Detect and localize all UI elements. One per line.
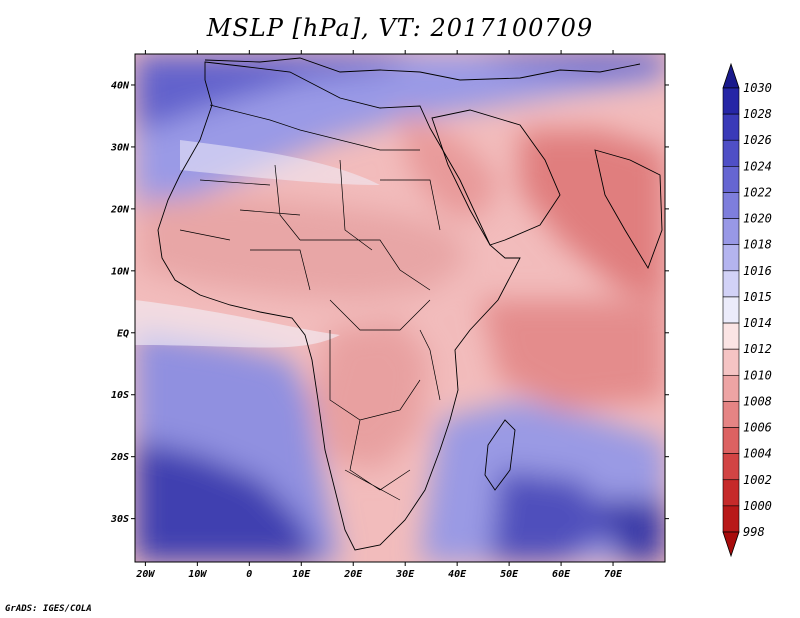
madagascar-coastline (484, 419, 516, 491)
arabia-coastline (431, 109, 561, 246)
lon-tick-label: 40E (448, 569, 467, 580)
colorbar-segment (722, 270, 740, 298)
lat-tick-label: 20S (110, 452, 129, 463)
colorbar-level-label: 1016 (743, 264, 772, 278)
lat-tick-label: 40N (111, 80, 130, 91)
africa-coastline (157, 61, 521, 551)
coastlines (157, 57, 663, 551)
colorbar-segment (722, 427, 740, 454)
northeast-high (470, 54, 665, 75)
colorbar-level-label: 1002 (743, 473, 772, 487)
lat-tick-label: 20N (110, 204, 130, 215)
colorbar-segment (722, 296, 740, 324)
southeast-high-core (600, 500, 665, 562)
colorbar-level-label: 1000 (743, 499, 772, 513)
colorbar-level-label: 1012 (743, 342, 772, 356)
lon-tick-label: 70E (604, 569, 623, 580)
colorbar-segment (722, 87, 740, 115)
lon-tick-label: 0 (246, 569, 252, 580)
colorbar-segment (722, 113, 740, 141)
colorbar-segment (722, 166, 740, 193)
indian-ocean-low (480, 300, 665, 410)
sahel-low (140, 195, 470, 300)
colorbar-level-label: 1026 (743, 133, 772, 147)
colorbar-segment (722, 218, 740, 246)
colorbar-level-label: 1008 (743, 394, 772, 408)
lat-tick-label: 30S (110, 514, 129, 525)
lat-tick-label: 10N (111, 266, 130, 277)
lon-tick-label: 20W (135, 569, 155, 580)
colorbar-level-label: 998 (743, 525, 765, 539)
colorbar-level-label: 1024 (743, 159, 772, 173)
colorbar-level-label: 1028 (743, 107, 772, 121)
colorbar-min-arrow (722, 531, 740, 558)
south-atlantic-high-core (135, 440, 320, 562)
lon-tick-label: 60E (552, 569, 571, 580)
europe-coastline (204, 57, 641, 81)
arabia-low (400, 110, 500, 220)
plot-frame (134, 53, 666, 563)
colorbar-segment (722, 479, 740, 507)
lon-tick-label: 10W (188, 569, 207, 580)
colorbar-segment (722, 453, 740, 481)
colorbar-segment (722, 505, 740, 533)
colorbar-level-label: 1030 (743, 81, 772, 95)
colorbar-segment (722, 244, 740, 272)
south-indian-high-core (490, 470, 620, 562)
colorbar-max-arrow (722, 62, 740, 89)
india-coastline (594, 149, 663, 270)
colorbar-segment (722, 322, 740, 350)
lat-tick-label: 30N (110, 142, 130, 153)
colorbar-segment (722, 374, 740, 402)
credit-text: GrADS: IGES/COLA (5, 604, 92, 614)
colorbar-level-label: 1020 (743, 212, 772, 226)
colorbar-segment (722, 401, 740, 428)
colorbar-level-label: 1006 (743, 421, 772, 435)
central-africa-low (310, 320, 430, 470)
colorbar-level-label: 1010 (743, 368, 772, 382)
pressure-field (135, 54, 665, 562)
colorbar-level-label: 1004 (743, 447, 772, 461)
northern-high-core (135, 54, 420, 130)
colorbar-level-label: 1018 (743, 238, 772, 252)
colorbar: 1030 1028 1026 1024 1022 1020 1018 1016 1015 1014… (722, 62, 772, 558)
chart-title: MSLP [hPa], VT: 2017100709 (206, 14, 594, 42)
colorbar-level-label: 1014 (743, 316, 772, 330)
lon-tick-label: 10E (292, 569, 311, 580)
subtropical-transition-band (180, 140, 380, 185)
northern-high (135, 54, 665, 215)
colorbar-segment (722, 192, 740, 219)
lon-tick-label: 50E (500, 569, 519, 580)
lon-tick-label: 20E (343, 569, 363, 580)
india-low (520, 130, 665, 300)
colorbar-segment (722, 348, 740, 376)
colorbar-level-label: 1022 (743, 185, 772, 199)
lon-tick-label: 30E (395, 569, 415, 580)
latitude-axis: 40N 30N 20N 10N EQ 10S 20S 30S (110, 80, 669, 525)
longitude-axis: 20W 10W 0 10E 20E 30E 40E 50E 60E 70E (135, 50, 623, 580)
colorbar-segment (722, 139, 740, 167)
colorbar-level-label: 1015 (743, 290, 772, 304)
lat-tick-label: 10S (111, 390, 129, 401)
equatorial-transition-band (135, 300, 340, 348)
lat-tick-label: EQ (117, 328, 129, 339)
country-borders (179, 104, 441, 501)
